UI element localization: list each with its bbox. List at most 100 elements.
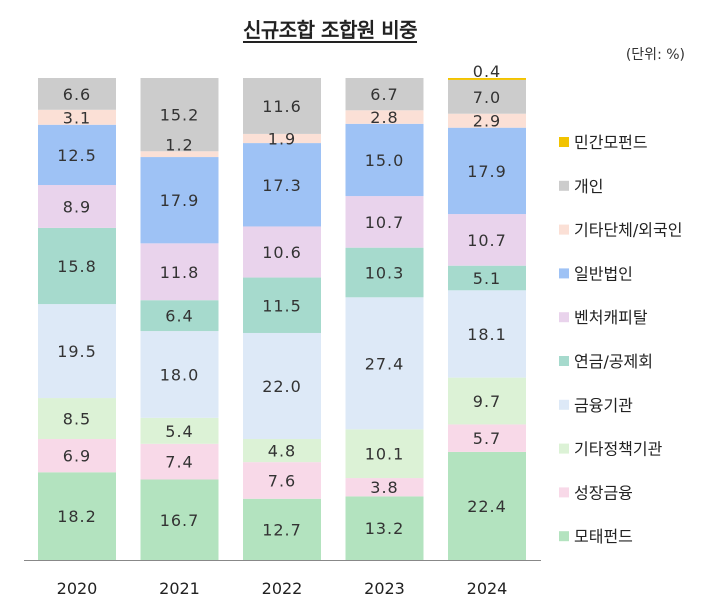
unit-label: (단위: %) bbox=[625, 47, 685, 63]
legend-swatch bbox=[559, 399, 569, 410]
data-label: 5.1 bbox=[473, 269, 501, 288]
legend-label: 연금/공제회 bbox=[574, 352, 653, 371]
bar-segment bbox=[140, 157, 219, 244]
legend-label: 기타단체/외국인 bbox=[574, 221, 682, 240]
bar-segment bbox=[448, 424, 526, 452]
data-label: 15.0 bbox=[365, 151, 405, 170]
data-label: 5.7 bbox=[473, 429, 501, 448]
bar-segment bbox=[243, 439, 321, 463]
bar-segment bbox=[448, 214, 526, 266]
data-label: 22.4 bbox=[467, 497, 507, 516]
legend-swatch bbox=[559, 180, 569, 191]
data-label: 22.0 bbox=[262, 377, 302, 396]
bar-segment bbox=[140, 78, 219, 152]
data-label: 10.6 bbox=[262, 243, 302, 262]
legend-swatch bbox=[559, 268, 569, 279]
bar-segment bbox=[345, 247, 424, 298]
data-label: 16.7 bbox=[160, 511, 200, 530]
bar-segment bbox=[345, 478, 424, 497]
legend-swatch bbox=[559, 137, 569, 147]
bar-segment bbox=[243, 78, 321, 134]
data-label: 17.9 bbox=[160, 191, 200, 210]
bar-segment bbox=[448, 78, 526, 80]
data-label: 5.4 bbox=[165, 422, 193, 441]
bar-segment bbox=[38, 227, 116, 305]
bar-segment bbox=[140, 243, 219, 301]
bar-segment bbox=[448, 451, 526, 560]
data-label: 10.7 bbox=[365, 213, 405, 232]
legend-swatch bbox=[559, 487, 569, 498]
data-label: 7.6 bbox=[268, 471, 296, 490]
data-label: 6.4 bbox=[165, 307, 193, 326]
data-label: 12.7 bbox=[262, 520, 302, 539]
bar-segment bbox=[38, 109, 116, 125]
bar-segment bbox=[38, 439, 116, 473]
bar-segment bbox=[243, 462, 321, 499]
bar-segment bbox=[448, 290, 526, 378]
chart-title: 신규조합 조합원 비중 bbox=[242, 18, 418, 42]
data-label: 15.8 bbox=[57, 257, 97, 276]
bar-segment bbox=[38, 78, 116, 110]
legend-label: 성장금융 bbox=[574, 483, 633, 502]
legend-label: 민간모펀드 bbox=[574, 133, 648, 152]
bar-segment bbox=[345, 196, 424, 248]
data-label: 6.7 bbox=[370, 85, 398, 104]
bar-segment bbox=[38, 398, 116, 440]
data-label: 2.8 bbox=[370, 108, 398, 127]
legend-label: 기타정책기관 bbox=[574, 440, 663, 459]
bar-segment bbox=[345, 123, 424, 197]
bar-segment bbox=[345, 297, 424, 430]
data-label: 18.1 bbox=[467, 325, 507, 344]
legend-label: 개인 bbox=[574, 177, 603, 196]
x-tick-label: 2023 bbox=[364, 579, 405, 598]
bar-segment bbox=[448, 113, 526, 128]
bar-segment bbox=[38, 304, 116, 399]
bar-segment bbox=[140, 331, 219, 418]
bar-segment bbox=[345, 110, 424, 124]
bar-segment bbox=[243, 143, 321, 227]
bar-segment bbox=[345, 496, 424, 560]
data-label: 19.5 bbox=[57, 342, 97, 361]
data-label: 12.5 bbox=[57, 146, 97, 165]
legend-label: 일반법인 bbox=[574, 264, 633, 283]
bar-segment bbox=[38, 472, 116, 560]
data-label: 15.2 bbox=[160, 106, 200, 125]
bar-segment bbox=[140, 151, 219, 158]
legend-swatch bbox=[559, 356, 569, 366]
bar-segment bbox=[140, 479, 219, 560]
bar-segment bbox=[38, 185, 116, 228]
data-label: 11.6 bbox=[262, 97, 302, 116]
legend-swatch bbox=[559, 224, 569, 235]
data-label: 0.4 bbox=[473, 62, 501, 81]
bar-segment bbox=[140, 300, 219, 332]
bar-segment bbox=[243, 332, 321, 440]
bar-segment bbox=[448, 79, 526, 114]
bar-segment bbox=[140, 417, 219, 444]
x-tick-label: 2024 bbox=[467, 579, 508, 598]
data-label: 6.9 bbox=[63, 447, 91, 466]
data-label: 3.8 bbox=[370, 478, 398, 497]
data-label: 10.1 bbox=[365, 445, 405, 464]
data-label: 17.9 bbox=[467, 162, 507, 181]
legend: 민간모펀드개인기타단체/외국인일반법인벤처캐피탈연금/공제회금융기관기타정책기관… bbox=[559, 133, 682, 546]
bar-segment bbox=[345, 78, 424, 111]
data-label: 7.4 bbox=[165, 453, 193, 472]
data-label: 6.6 bbox=[63, 85, 91, 104]
legend-label: 금융기관 bbox=[574, 396, 633, 415]
bar-segment bbox=[38, 124, 116, 186]
data-label: 17.3 bbox=[262, 176, 302, 195]
data-label: 7.0 bbox=[473, 88, 501, 107]
bars-group bbox=[38, 78, 526, 560]
bar-segment bbox=[448, 377, 526, 425]
data-label: 18.0 bbox=[160, 365, 200, 384]
data-label: 4.8 bbox=[268, 442, 296, 461]
data-label: 18.2 bbox=[57, 507, 97, 526]
bar-segment bbox=[448, 265, 526, 291]
bar-segment bbox=[243, 226, 321, 278]
data-label: 8.5 bbox=[63, 410, 91, 429]
data-label: 10.7 bbox=[467, 231, 507, 250]
legend-swatch bbox=[559, 312, 569, 323]
bar-segment bbox=[448, 127, 526, 215]
legend-swatch bbox=[559, 531, 569, 542]
